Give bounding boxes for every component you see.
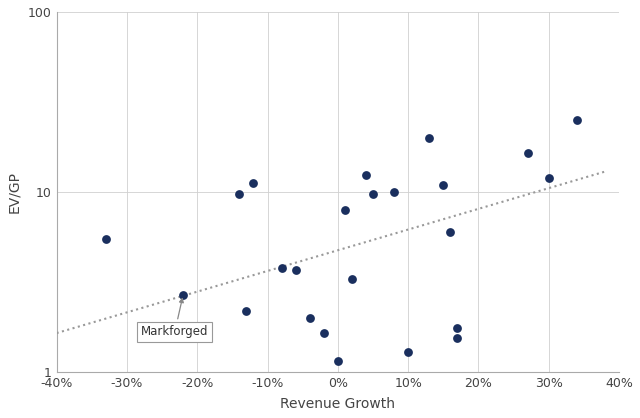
Point [523,150,533,156]
Point [100,235,111,242]
Point [438,181,449,188]
Point [361,171,371,178]
Point [291,267,301,273]
Y-axis label: EV/GP: EV/GP [7,171,21,213]
Point [276,265,287,271]
Point [389,189,399,196]
Point [403,348,413,355]
Point [319,330,329,336]
X-axis label: Revenue Growth: Revenue Growth [280,397,396,411]
Point [452,325,463,332]
Point [241,307,252,314]
Point [305,315,315,321]
Point [333,358,343,364]
Point [178,291,188,298]
Point [368,190,378,197]
Point [452,335,463,342]
Point [234,190,244,197]
Point [248,180,259,186]
Point [544,174,554,181]
Point [347,275,357,282]
Point [572,117,582,124]
Text: Markforged: Markforged [141,298,209,339]
Point [340,206,350,213]
Point [445,229,456,235]
Point [424,135,435,141]
